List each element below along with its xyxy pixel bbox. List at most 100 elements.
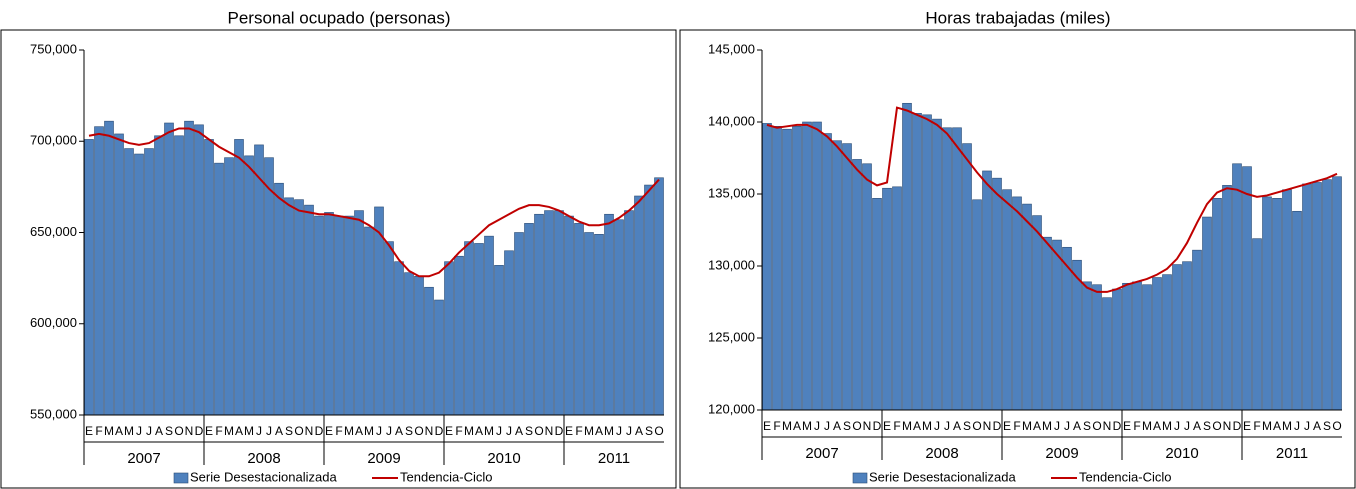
bar bbox=[104, 120, 114, 416]
bar bbox=[1302, 183, 1312, 411]
bar bbox=[1132, 281, 1142, 411]
bar bbox=[772, 126, 782, 411]
bar bbox=[284, 197, 294, 416]
bar bbox=[832, 140, 842, 411]
x-tick-label: J bbox=[934, 419, 940, 433]
bar bbox=[1172, 264, 1182, 411]
bar bbox=[214, 162, 224, 416]
x-tick-label: J bbox=[1064, 419, 1070, 433]
year-label: 2010 bbox=[487, 450, 520, 467]
y-tick-label: 650,000 bbox=[30, 224, 77, 239]
bar bbox=[484, 235, 494, 416]
x-tick-label: N bbox=[983, 419, 992, 433]
x-tick-label: J bbox=[386, 424, 392, 438]
bar bbox=[1192, 249, 1202, 411]
bar bbox=[384, 241, 394, 416]
bar bbox=[1252, 238, 1262, 411]
bar bbox=[852, 159, 862, 411]
x-tick-label: S bbox=[1083, 419, 1091, 433]
x-tick-label: A bbox=[275, 424, 283, 438]
bar bbox=[952, 127, 962, 411]
bar bbox=[304, 204, 314, 416]
x-tick-label: E bbox=[1243, 419, 1251, 433]
x-tick-label: F bbox=[1013, 419, 1020, 433]
x-tick-label: M bbox=[1042, 419, 1052, 433]
x-tick-label: J bbox=[1174, 419, 1180, 433]
x-tick-label: E bbox=[85, 424, 93, 438]
bar bbox=[314, 215, 324, 416]
x-tick-label: J bbox=[814, 419, 820, 433]
bar bbox=[504, 250, 514, 416]
bar bbox=[1292, 210, 1302, 411]
x-tick-label: M bbox=[244, 424, 254, 438]
x-tick-label: M bbox=[1022, 419, 1032, 433]
bar bbox=[614, 219, 624, 416]
x-tick-label: M bbox=[484, 424, 494, 438]
x-tick-label: J bbox=[944, 419, 950, 433]
bar bbox=[584, 232, 594, 416]
bar bbox=[144, 148, 154, 416]
bar bbox=[294, 199, 304, 416]
legend-label: Serie Desestacionalizada bbox=[190, 469, 337, 484]
bar bbox=[1042, 236, 1052, 411]
bar bbox=[204, 139, 214, 416]
bar bbox=[1012, 196, 1022, 411]
bar bbox=[394, 261, 404, 416]
x-tick-label: M bbox=[1142, 419, 1152, 433]
year-label: 2007 bbox=[805, 445, 838, 462]
bar bbox=[524, 223, 534, 416]
bar bbox=[1202, 216, 1212, 411]
panel-frame bbox=[679, 29, 1356, 489]
bar bbox=[1312, 182, 1322, 411]
x-tick-label: M bbox=[344, 424, 354, 438]
x-tick-label: N bbox=[1223, 419, 1232, 433]
bar bbox=[354, 210, 364, 416]
bar bbox=[1092, 284, 1102, 411]
bar bbox=[1242, 166, 1252, 411]
x-tick-label: O bbox=[294, 424, 303, 438]
y-tick-label: 140,000 bbox=[708, 113, 755, 128]
bar bbox=[912, 113, 922, 411]
bar bbox=[842, 143, 852, 411]
x-tick-label: M bbox=[364, 424, 374, 438]
x-tick-label: S bbox=[1323, 419, 1331, 433]
y-tick-label: 120,000 bbox=[708, 401, 755, 416]
x-tick-label: J bbox=[616, 424, 622, 438]
y-tick-label: 750,000 bbox=[30, 41, 77, 56]
x-tick-label: M bbox=[922, 419, 932, 433]
bar bbox=[1032, 215, 1042, 411]
y-tick-label: 125,000 bbox=[708, 329, 755, 344]
legend-swatch bbox=[852, 472, 868, 484]
x-tick-label: A bbox=[155, 424, 163, 438]
bar bbox=[424, 286, 434, 416]
x-tick-label: M bbox=[124, 424, 134, 438]
bar bbox=[1162, 274, 1172, 411]
bar bbox=[1062, 246, 1072, 411]
bar bbox=[992, 177, 1002, 411]
x-tick-label: A bbox=[115, 424, 123, 438]
x-tick-label: M bbox=[1162, 419, 1172, 433]
bar bbox=[554, 210, 564, 416]
x-tick-label: A bbox=[355, 424, 363, 438]
x-tick-label: A bbox=[235, 424, 243, 438]
y-tick-label: 135,000 bbox=[708, 185, 755, 200]
x-tick-label: J bbox=[626, 424, 632, 438]
x-tick-label: N bbox=[1103, 419, 1112, 433]
x-tick-label: M bbox=[224, 424, 234, 438]
x-tick-label: E bbox=[1003, 419, 1011, 433]
x-tick-label: N bbox=[863, 419, 872, 433]
x-tick-label: J bbox=[1054, 419, 1060, 433]
x-tick-label: O bbox=[1332, 419, 1341, 433]
x-tick-label: F bbox=[215, 424, 222, 438]
bar bbox=[1282, 189, 1292, 411]
bar bbox=[544, 210, 554, 416]
bar bbox=[224, 157, 234, 416]
bar bbox=[344, 215, 354, 416]
bar bbox=[872, 198, 882, 411]
x-tick-label: N bbox=[185, 424, 194, 438]
x-tick-label: A bbox=[395, 424, 403, 438]
x-tick-label: D bbox=[315, 424, 324, 438]
bar bbox=[1122, 282, 1132, 411]
